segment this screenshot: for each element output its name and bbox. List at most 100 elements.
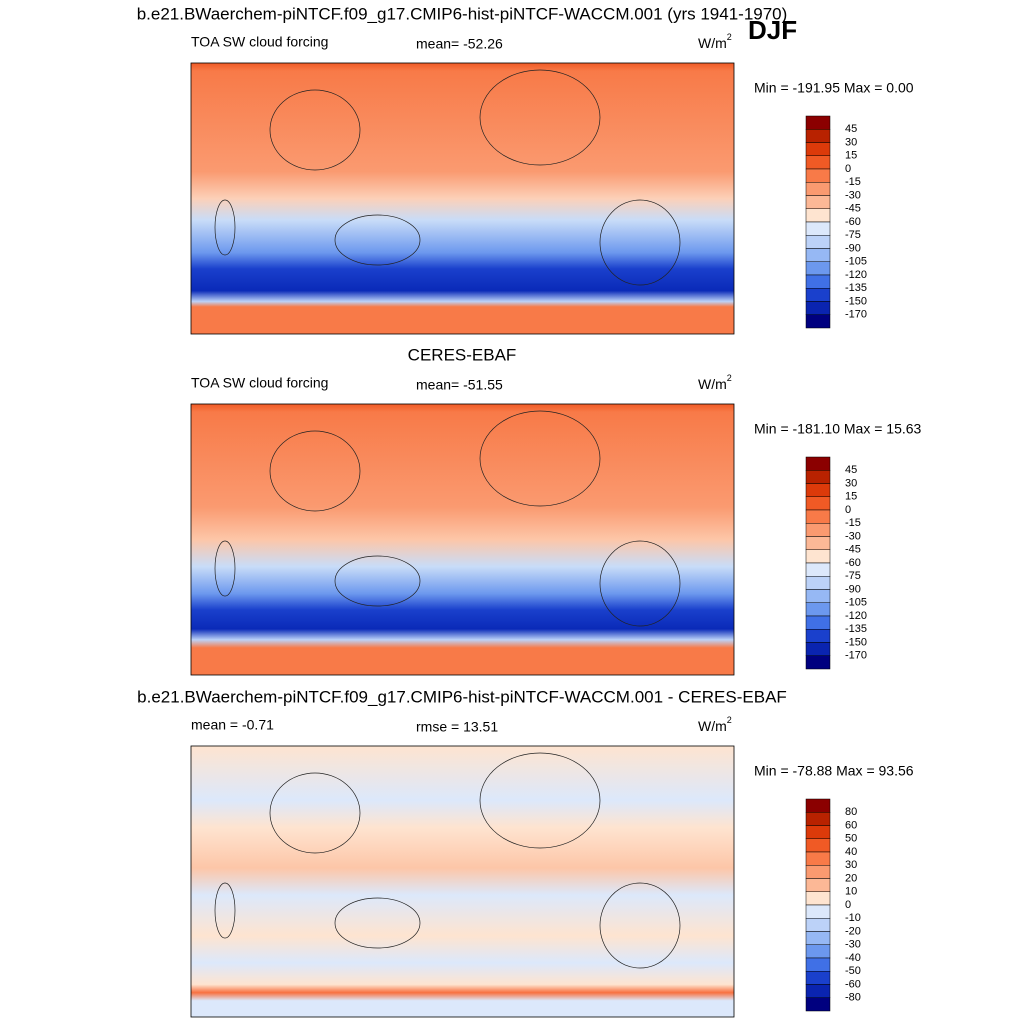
colorbar-box [805, 878, 831, 892]
continent-outline [334, 214, 421, 266]
colorbar-box [805, 838, 831, 853]
colorbar-label: -50 [845, 965, 861, 977]
colorbar-label: -105 [845, 256, 867, 268]
colorbar-label: -105 [845, 597, 867, 609]
colorbar-label: 80 [845, 806, 857, 818]
colorbar-box [805, 536, 831, 550]
center-label: rmse = 13.51 [416, 719, 498, 735]
colorbar-label: -80 [845, 992, 861, 1004]
continent-outline [214, 540, 236, 597]
colorbar-box [805, 602, 831, 617]
colorbar-box [805, 248, 831, 262]
left-label: mean = -0.71 [191, 717, 274, 733]
continent-outline [599, 540, 681, 627]
colorbar-label: 45 [845, 464, 857, 476]
colorbar-box [805, 971, 831, 985]
map-field [190, 745, 735, 1018]
colorbar-label: 40 [845, 846, 857, 858]
continent-outline [599, 199, 681, 286]
colorbar-label: -75 [845, 570, 861, 582]
colorbar-box [805, 456, 831, 471]
colorbar-label: -30 [845, 530, 861, 542]
colorbar-box [805, 629, 831, 643]
colorbar-box [805, 155, 831, 170]
colorbar-box [805, 288, 831, 302]
colorbar-box [805, 496, 831, 511]
colorbar-label: 0 [845, 163, 851, 175]
colorbar-box [805, 825, 831, 839]
colorbar-box [805, 235, 831, 249]
colorbar-box [805, 208, 831, 223]
units-label: W/m2 [698, 32, 732, 50]
colorbar-label: -170 [845, 650, 867, 662]
colorbar-box [805, 944, 831, 959]
units-text: W/m [698, 376, 727, 392]
colorbar-label: -75 [845, 229, 861, 241]
units-text: W/m [698, 718, 727, 734]
colorbar-label: 45 [845, 123, 857, 135]
colorbar-box [805, 984, 831, 998]
min-max: Min = -181.10 Max = 15.63 [754, 421, 922, 437]
colorbar-label: -60 [845, 978, 861, 990]
min-max: Min = -191.95 Max = 0.00 [754, 80, 914, 96]
colorbar-box [805, 142, 831, 156]
colorbar-label: -150 [845, 295, 867, 307]
colorbar-label: -45 [845, 203, 861, 215]
colorbar-label: 10 [845, 886, 857, 898]
colorbar-label: -170 [845, 309, 867, 321]
colorbar-label: -90 [845, 583, 861, 595]
colorbar-label: -45 [845, 544, 861, 556]
map-field [190, 62, 735, 335]
continent-outline [479, 69, 601, 166]
center-label: mean= -51.55 [416, 377, 503, 393]
colorbar-box [805, 301, 831, 315]
colorbar-box [805, 655, 831, 670]
colorbar-label: -135 [845, 282, 867, 294]
colorbar-label: 30 [845, 136, 857, 148]
colorbar-label: -15 [845, 517, 861, 529]
colorbar-box [805, 865, 831, 879]
colorbar-label: 30 [845, 859, 857, 871]
units-label: W/m2 [698, 715, 732, 733]
continent-outline [479, 752, 601, 849]
colorbar-label: -30 [845, 189, 861, 201]
continent-outline [269, 772, 361, 854]
colorbar-box [805, 904, 831, 919]
colorbar-box [805, 562, 831, 577]
colorbar-box [805, 168, 831, 183]
continent-outline [334, 555, 421, 607]
colorbar-label: -60 [845, 216, 861, 228]
colorbar-box [805, 182, 831, 196]
colorbar-box [805, 549, 831, 564]
colorbar-box [805, 261, 831, 276]
panel-title: b.e21.BWaerchem-piNTCF.f09_g17.CMIP6-his… [137, 4, 788, 23]
units-power: 2 [727, 373, 732, 383]
units-text: W/m [698, 35, 727, 51]
colorbar-label: -150 [845, 636, 867, 648]
units-power: 2 [727, 715, 732, 725]
left-label: TOA SW cloud forcing [191, 34, 328, 50]
colorbar-box [805, 798, 831, 813]
center-label: mean= -52.26 [416, 36, 503, 52]
season-label: DJF [748, 15, 797, 45]
colorbar-label: 60 [845, 819, 857, 831]
colorbar-box [805, 851, 831, 866]
colorbar-label: 0 [845, 504, 851, 516]
colorbar-label: -120 [845, 269, 867, 281]
units-power: 2 [727, 32, 732, 42]
colorbar-label: 0 [845, 899, 851, 911]
colorbar-box [805, 812, 831, 826]
colorbar-label: -40 [845, 952, 861, 964]
left-label: TOA SW cloud forcing [191, 375, 328, 391]
colorbar-label: -60 [845, 557, 861, 569]
colorbar-box [805, 523, 831, 537]
continent-outline [599, 882, 681, 969]
units-label: W/m2 [698, 373, 732, 391]
colorbar-box [805, 918, 831, 932]
colorbar-label: -90 [845, 242, 861, 254]
panel-title: b.e21.BWaerchem-piNTCF.f09_g17.CMIP6-his… [137, 687, 787, 706]
colorbar-label: -10 [845, 912, 861, 924]
